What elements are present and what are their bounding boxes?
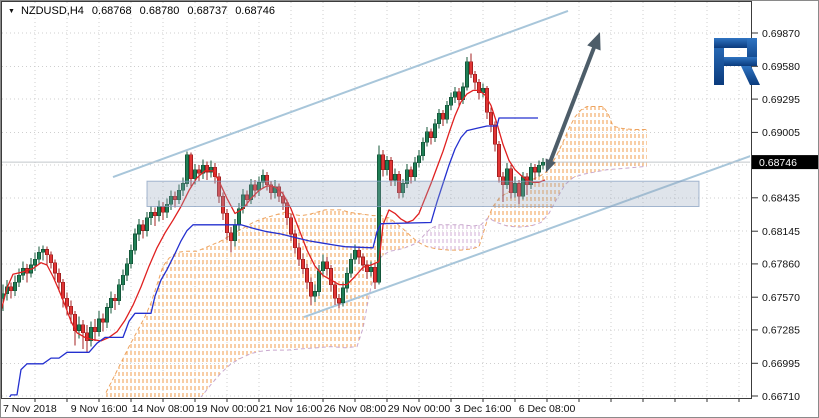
- time-tick-label: 3 Dec 16:00: [455, 403, 512, 415]
- svg-text:0.68746: 0.68746: [759, 157, 797, 169]
- time-tick-label: 19 Nov 00:00: [196, 403, 259, 415]
- symbol-timeframe: NZDUSD,H4: [20, 5, 84, 17]
- time-axis[interactable]: 7 Nov 2018 9 Nov 16:00 14 Nov 08:00 19 Nov …: [3, 398, 740, 415]
- time-tick-label: 14 Nov 08:00: [132, 403, 195, 415]
- trend-channel: [112, 9, 750, 319]
- price-tick-label: 0.67860: [762, 259, 800, 271]
- chart-title: ▼ NZDUSD,H4 0.68768 0.68780 0.68737 0.68…: [8, 5, 275, 17]
- time-tick-label: 6 Dec 08:00: [519, 403, 576, 415]
- ohlc-high: 0.68780: [139, 5, 180, 17]
- ohlc-low: 0.68737: [187, 5, 228, 17]
- symbol-marker-icon: ▼: [8, 7, 15, 15]
- price-tick-label: 0.69005: [762, 127, 800, 139]
- senkou-span-a-line: [105, 106, 647, 393]
- tenkan-sen-line: [2, 89, 546, 342]
- roboforex-logo: [714, 38, 760, 85]
- price-tick-label: 0.68145: [762, 226, 800, 238]
- current-price-badge: 0.68746: [752, 155, 818, 170]
- price-axis[interactable]: 0.69870 0.69580 0.69295 0.69005 0.68435 0.681…: [751, 28, 819, 403]
- time-tick-label: 9 Nov 16:00: [71, 403, 128, 415]
- forecast-arrow[interactable]: [545, 32, 601, 173]
- price-tick-label: 0.66995: [762, 358, 800, 370]
- price-tick-label: 0.69295: [762, 94, 800, 106]
- kijun-sen-line: [9, 117, 538, 397]
- time-tick-label: 21 Nov 16:00: [260, 403, 323, 415]
- price-tick-label: 0.66710: [762, 391, 800, 403]
- price-tick-label: 0.69870: [762, 28, 800, 40]
- price-tick-label: 0.68435: [762, 193, 800, 205]
- time-tick-label: 26 Nov 08:00: [324, 403, 387, 415]
- ohlc-close: 0.68746: [235, 5, 275, 17]
- time-tick-label: 7 Nov 2018: [3, 403, 57, 415]
- support-zone[interactable]: [146, 180, 700, 207]
- price-tick-label: 0.69580: [762, 61, 800, 73]
- candles: [2, 53, 545, 353]
- time-tick-label: 29 Nov 00:00: [388, 403, 451, 415]
- price-tick-label: 0.67285: [762, 325, 800, 337]
- ohlc-open: 0.68768: [91, 5, 132, 17]
- price-tick-label: 0.67570: [762, 292, 800, 304]
- plot-border: [1, 1, 752, 399]
- ichimoku-cloud: [105, 106, 648, 397]
